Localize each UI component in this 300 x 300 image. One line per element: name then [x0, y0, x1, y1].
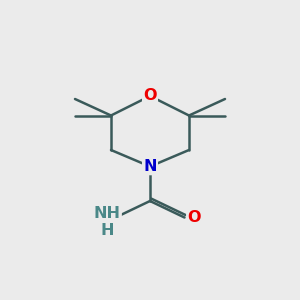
Text: H: H	[100, 223, 114, 238]
Text: NH: NH	[94, 206, 121, 221]
Text: O: O	[143, 88, 157, 104]
Text: O: O	[188, 210, 201, 225]
Text: N: N	[143, 159, 157, 174]
